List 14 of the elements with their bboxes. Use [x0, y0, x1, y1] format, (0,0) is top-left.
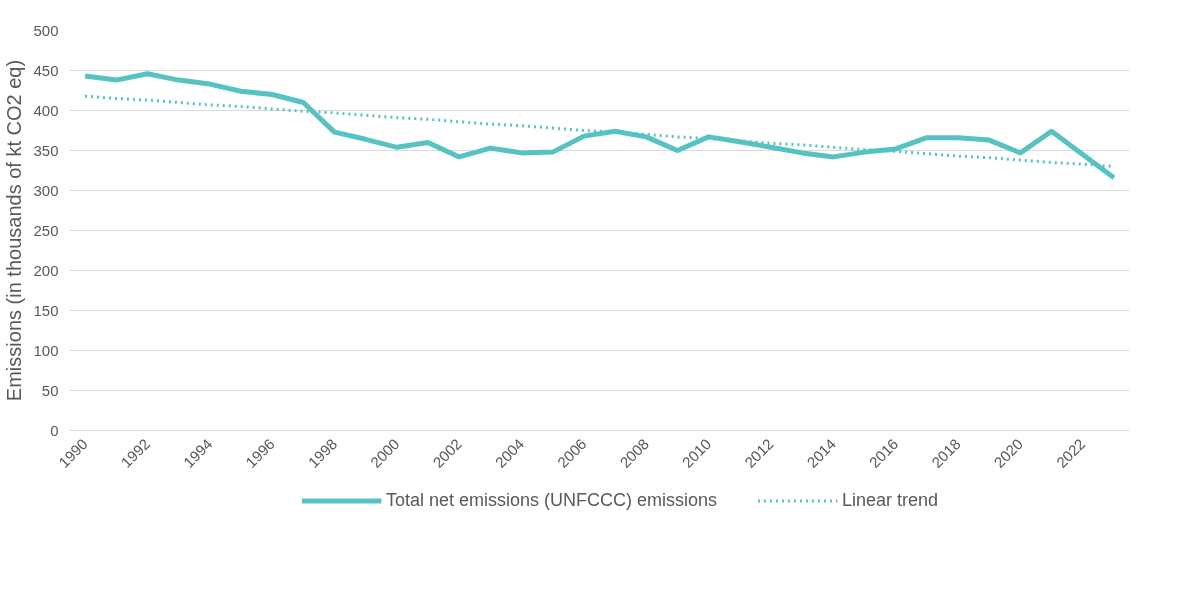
y-axis-title: Emissions (in thousands of kt CO2 eq) — [3, 59, 26, 402]
legend-label: Total net emissions (UNFCCC) emissions — [385, 489, 717, 511]
y-tick-label: 450 — [33, 61, 59, 79]
y-tick-label: 200 — [33, 261, 59, 279]
y-tick-label: 100 — [33, 341, 59, 359]
y-tick-label: 400 — [33, 101, 59, 119]
legend-label: Linear trend — [842, 489, 939, 511]
y-tick-label: 150 — [33, 301, 59, 319]
y-tick-label: 250 — [33, 221, 59, 239]
y-tick-label: 350 — [33, 141, 59, 159]
y-tick-label: 0 — [50, 421, 59, 439]
y-tick-label: 500 — [33, 21, 59, 39]
y-tick-label: 50 — [41, 381, 59, 399]
y-tick-label: 300 — [33, 181, 59, 199]
